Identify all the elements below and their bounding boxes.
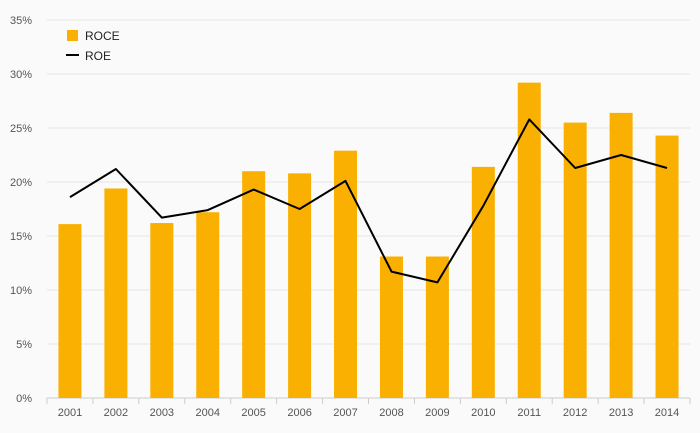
x-tick-label: 2004: [196, 407, 220, 419]
y-tick-label: 0%: [16, 393, 32, 405]
y-axis: 0% 5% 10% 15% 20% 25% 30% 35%: [10, 15, 32, 405]
y-tick-label: 30%: [10, 69, 32, 81]
roe-line-series: [69, 118, 668, 284]
legend-swatch-roce: [67, 30, 78, 41]
x-tick-label: 2001: [58, 407, 82, 419]
roce-bar: [655, 135, 679, 398]
x-tick-label: 2014: [655, 407, 679, 419]
y-tick-label: 25%: [10, 123, 32, 135]
y-tick-label: 35%: [10, 15, 32, 27]
x-tick-label: 2013: [609, 407, 633, 419]
roce-bar: [196, 212, 220, 398]
roce-bar: [517, 82, 541, 398]
roce-bar: [334, 150, 358, 398]
x-tick-label: 2012: [563, 407, 587, 419]
y-tick-label: 15%: [10, 231, 32, 243]
roce-bar: [58, 224, 82, 398]
y-tick-label: 20%: [10, 177, 32, 189]
roe-line: [69, 118, 668, 284]
legend-label-roe: ROE: [85, 49, 111, 63]
x-tick-label: 2006: [287, 407, 311, 419]
roce-bar: [425, 256, 449, 398]
legend-label-roce: ROCE: [85, 29, 120, 43]
x-tick-label: 2011: [517, 407, 541, 419]
x-tick-label: 2002: [104, 407, 128, 419]
y-tick-label: 5%: [16, 339, 32, 351]
x-tick-label: 2009: [425, 407, 449, 419]
roce-bar: [150, 223, 174, 398]
roce-bar: [471, 166, 495, 398]
roce-bar: [563, 122, 587, 398]
roce-bar: [288, 173, 312, 398]
roce-bar: [379, 256, 403, 398]
x-tick-label: 2008: [379, 407, 403, 419]
y-tick-label: 10%: [10, 285, 32, 297]
roce-bar: [242, 171, 266, 398]
roce-bar: [104, 188, 128, 398]
roce-bar: [609, 112, 633, 398]
x-tick-label: 2005: [241, 407, 265, 419]
legend: ROCE ROE: [66, 29, 120, 63]
roce-bars: [58, 82, 679, 398]
gridlines: [47, 19, 690, 399]
x-tick-label: 2010: [471, 407, 495, 419]
x-axis: 2001 2002 2003 2004 2005 2006 2007 2008 2009 2010…: [46, 398, 691, 419]
x-tick-label: 2003: [150, 407, 174, 419]
x-tick-label: 2007: [333, 407, 357, 419]
